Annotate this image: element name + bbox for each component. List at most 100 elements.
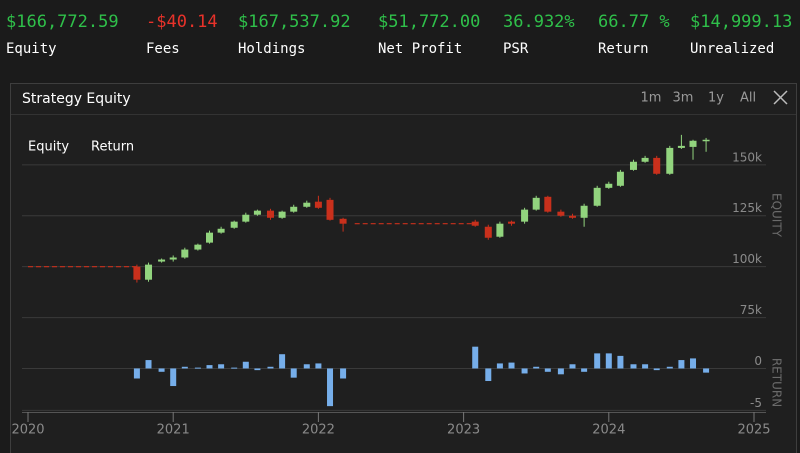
return-bar	[340, 368, 347, 379]
stat-label: Equity	[6, 41, 57, 57]
candle-body	[158, 259, 166, 262]
return-bar	[557, 368, 564, 375]
candle-body	[471, 221, 479, 226]
legend-item[interactable]: Return	[91, 140, 134, 155]
return-bar	[605, 353, 612, 369]
return-bar	[242, 361, 249, 369]
candle-body	[508, 221, 516, 224]
return-bar	[630, 364, 637, 369]
candle-body	[484, 226, 492, 238]
stat-label: Holdings	[238, 41, 305, 57]
close-button[interactable]	[773, 90, 788, 105]
candle-body	[557, 211, 565, 216]
candle-body	[653, 157, 661, 174]
stat-value: $167,537.92	[238, 12, 351, 32]
return-bar	[218, 364, 225, 369]
y-tick-label: 125k	[732, 201, 762, 215]
candle-body	[339, 218, 347, 224]
return-bar	[533, 366, 540, 369]
return-bar	[472, 346, 479, 369]
return-bar	[133, 368, 140, 379]
stat-label: PSR	[503, 41, 529, 57]
stat-value: $14,999.13	[690, 12, 792, 32]
candle-body	[290, 206, 298, 212]
candle-body	[314, 201, 322, 208]
x-tick-label: 2021	[157, 423, 190, 438]
return-bar	[642, 364, 649, 369]
return-bar	[569, 364, 576, 369]
legend-item[interactable]: Equity	[28, 140, 69, 155]
candle-body	[169, 257, 177, 260]
candle-body	[689, 140, 697, 147]
return-bar	[279, 354, 286, 369]
return-bar	[170, 368, 177, 387]
candle-body	[266, 210, 274, 218]
chart: Equity Return 75k 100k 125k 150k -5 0 EQUITY RETU…	[11, 134, 784, 438]
return-bar	[581, 368, 588, 372]
candle-body	[145, 264, 153, 280]
return-bar	[290, 368, 297, 378]
return-bar	[181, 366, 188, 369]
return-bar	[158, 368, 165, 372]
candle-body	[666, 147, 674, 174]
stat-value: $51,772.00	[378, 12, 480, 32]
stat-value: 36.932%	[503, 12, 575, 32]
return-bar	[327, 368, 334, 407]
candle-body	[206, 232, 213, 243]
candle-body	[181, 249, 189, 258]
return-bar	[594, 353, 601, 369]
range-buttons: 1m 3m 1y All	[641, 91, 757, 106]
y2-tick-label: 0	[754, 354, 762, 368]
candle-body	[544, 196, 552, 212]
candle-body	[278, 211, 286, 218]
return-bar	[485, 368, 492, 382]
candle-body	[593, 187, 601, 206]
candle-body	[242, 214, 250, 222]
candle-body	[496, 223, 504, 237]
return-bar	[254, 368, 261, 371]
x-tick-label: 2020	[11, 423, 44, 438]
panel-title: Strategy Equity	[22, 91, 131, 107]
stats-header: $166,772.59 Equity -$40.14 Fees $167,537.92 H…	[6, 12, 792, 57]
candle-body	[629, 161, 637, 170]
return-bar	[678, 360, 685, 369]
y-tick-label: 150k	[732, 150, 762, 164]
candle-body	[133, 266, 141, 280]
x-tick-label: 2023	[447, 423, 480, 438]
return-bar	[690, 358, 697, 369]
candle-body	[326, 199, 334, 220]
stat-label: Net Profit	[378, 41, 462, 57]
return-bar	[653, 368, 660, 371]
stat-value: -$40.14	[146, 12, 218, 32]
candle-body	[532, 197, 540, 210]
candle-body	[616, 171, 624, 186]
candle-body	[677, 145, 685, 148]
candle-body	[521, 209, 529, 222]
x-tick-label: 2024	[592, 423, 625, 438]
y-tick-label: 75k	[740, 303, 762, 317]
return-bar	[703, 368, 710, 373]
stat-label: Return	[598, 41, 649, 57]
range-button[interactable]: 1m	[641, 91, 662, 106]
candle-body	[605, 183, 613, 188]
return-bar	[544, 368, 551, 372]
range-button[interactable]: All	[740, 91, 756, 106]
panel	[10, 83, 797, 453]
x-tick-label: 2022	[302, 423, 335, 438]
return-bar	[315, 363, 322, 369]
return-bar	[617, 355, 624, 369]
y-tick-label: 100k	[732, 252, 762, 266]
candle-body	[702, 139, 710, 142]
stat-label: Unrealized	[690, 41, 774, 57]
candle-body	[303, 202, 311, 207]
range-button[interactable]: 3m	[673, 91, 694, 106]
candle-body	[253, 210, 261, 215]
candle-body	[217, 228, 225, 233]
y-axis-label: EQUITY	[770, 193, 784, 238]
return-bar	[231, 367, 238, 369]
candle-body	[194, 244, 202, 250]
candle-body	[580, 205, 588, 218]
stat-value: $166,772.59	[6, 12, 119, 32]
range-button[interactable]: 1y	[708, 91, 724, 106]
stat-label: Fees	[146, 41, 180, 57]
